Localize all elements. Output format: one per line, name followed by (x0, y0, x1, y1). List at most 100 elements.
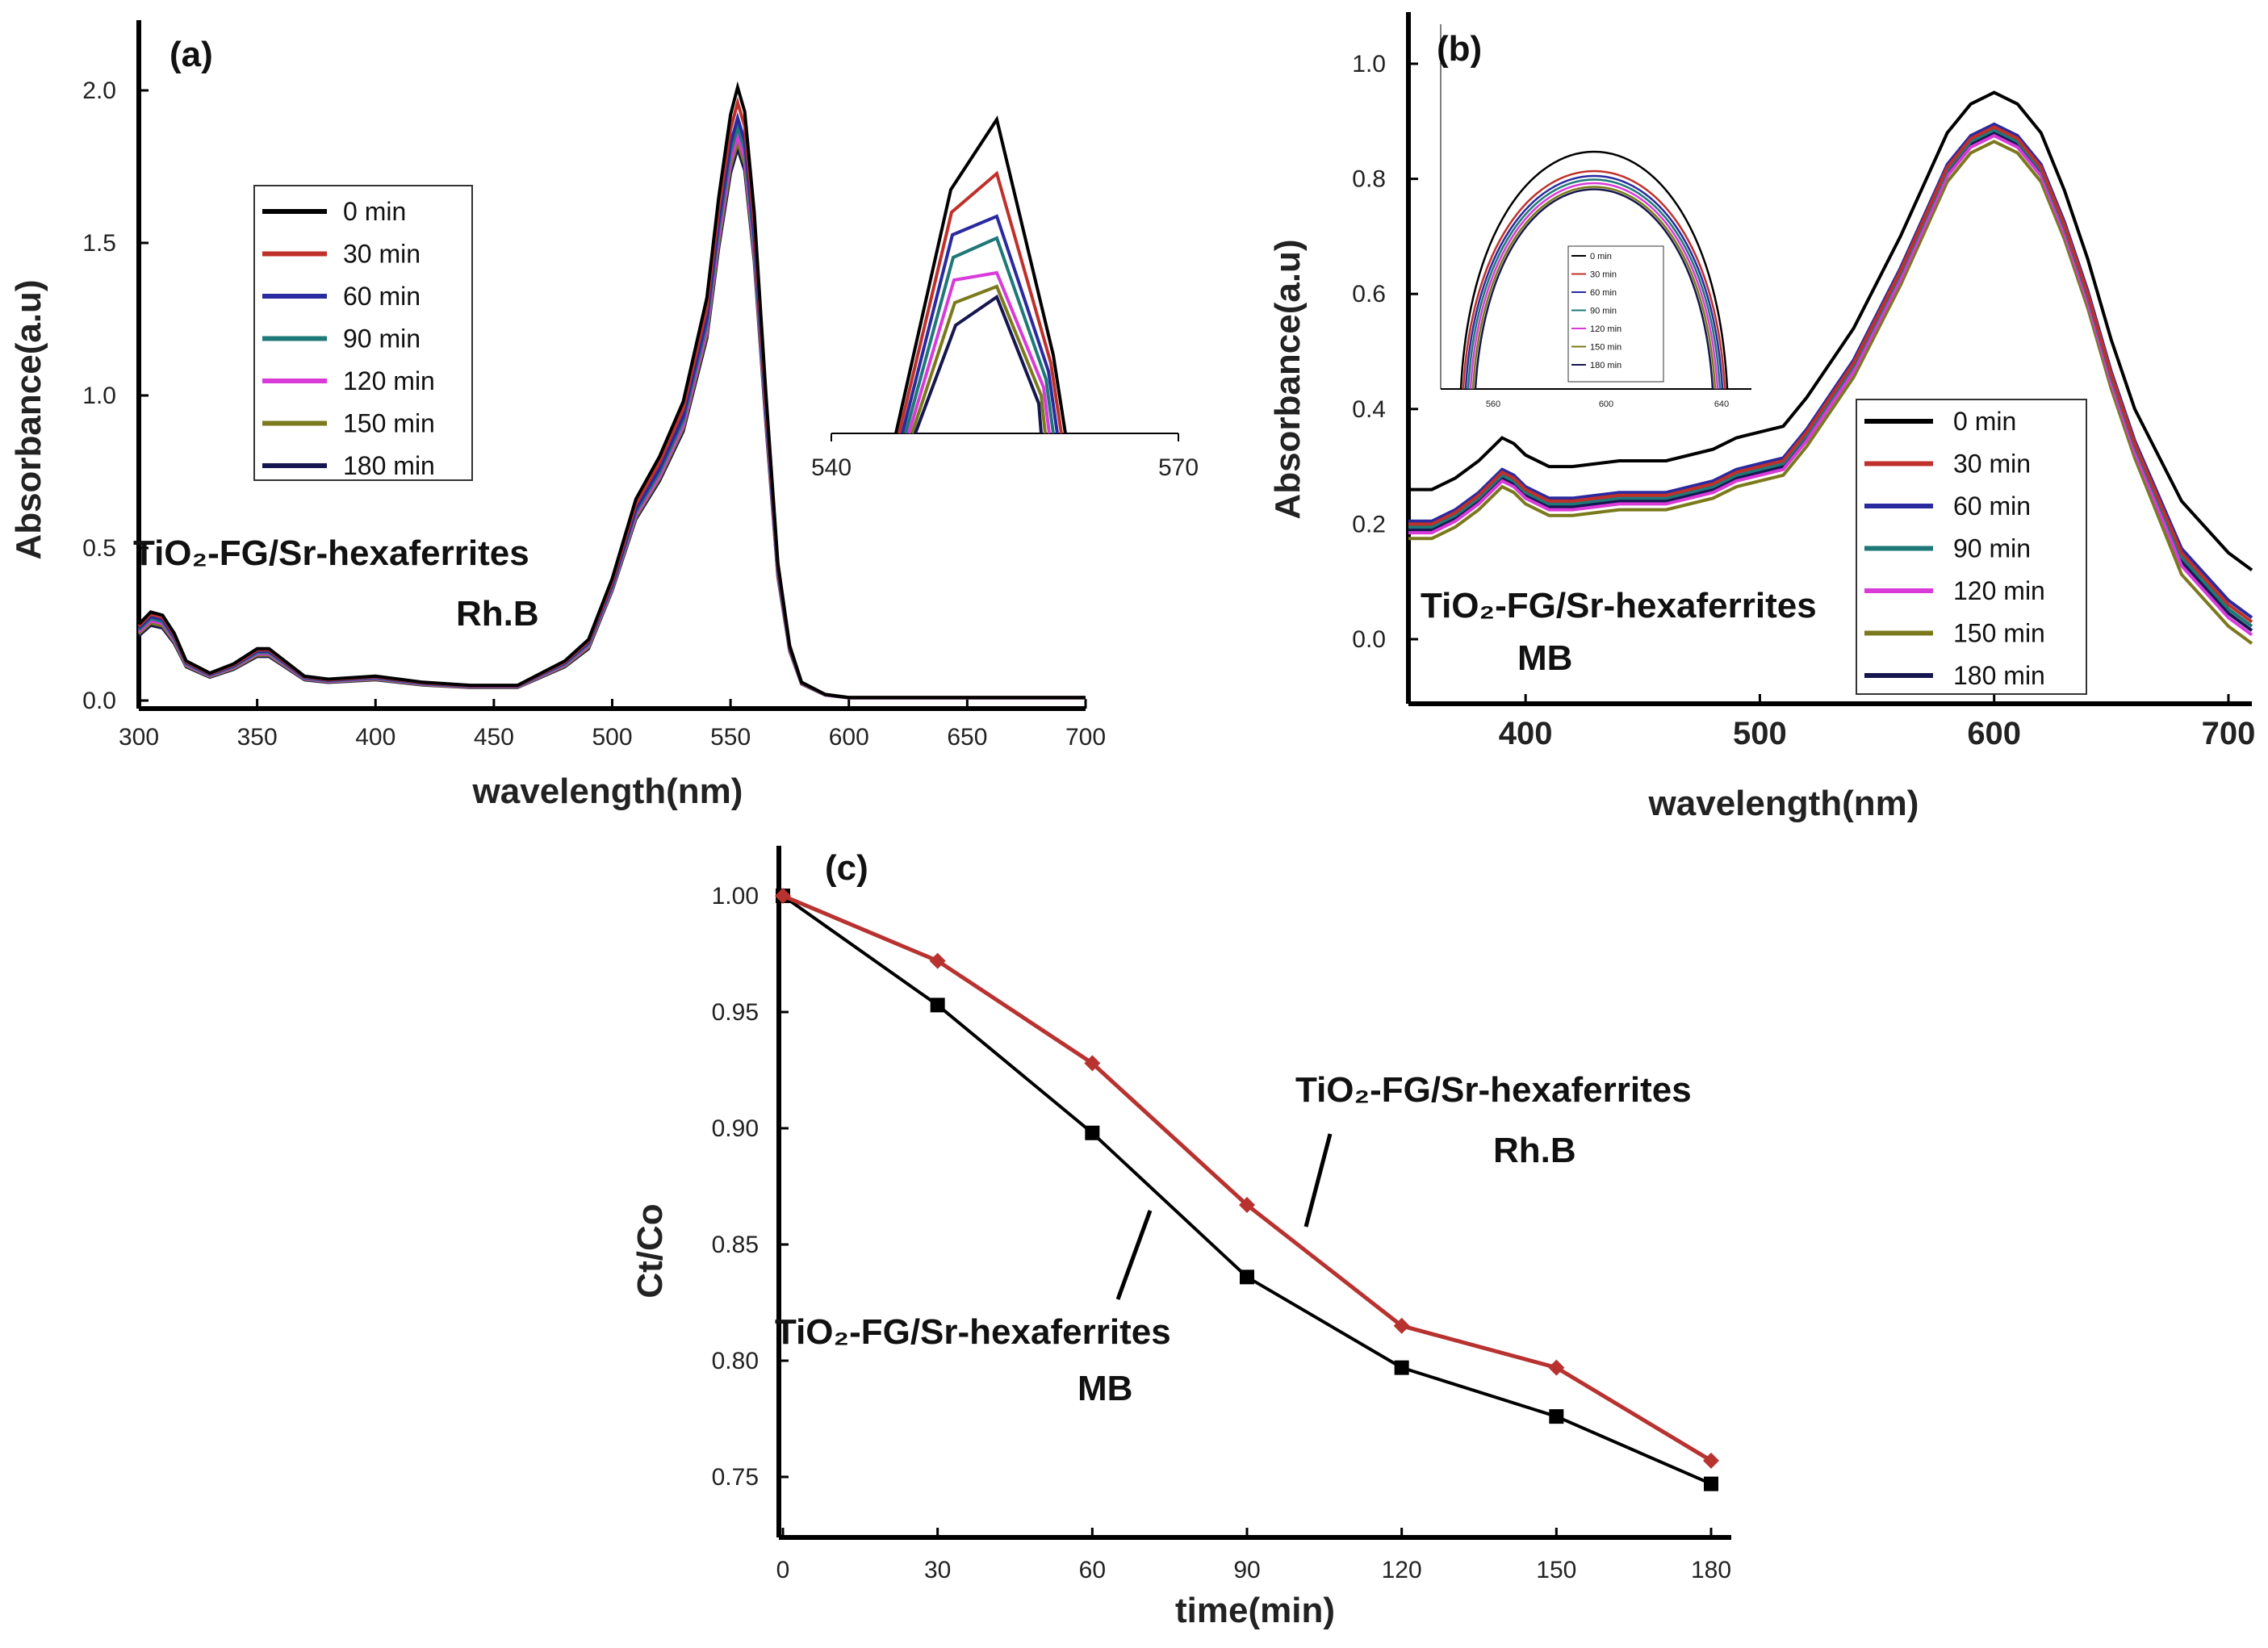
panel-a-x-tick-label: 600 (829, 724, 869, 751)
panel-a-y-tick-label: 0.0 (82, 688, 116, 714)
panel-c-x-tick-label: 0 (776, 1557, 790, 1583)
panel-b-inset: 560 600 640 0 min 30 min 60 min 90 min 120 min 1… (1440, 24, 1751, 409)
panel-c-series (775, 888, 1719, 1491)
panel-c-y-tick-label: 0.80 (712, 1348, 759, 1374)
panel-a-y-tick-label: 2.0 (82, 77, 116, 104)
panel-a-inset-series-line (907, 270, 1051, 434)
panel-a-legend-label: 150 min (343, 409, 435, 438)
panel-b-y-tick-label: 0.4 (1352, 396, 1386, 423)
panel-b-inset-legend-label: 0 min (1590, 252, 1612, 261)
panel-b-inset-legend-label: 150 min (1590, 343, 1621, 353)
panel-c-data-point (1393, 1317, 1410, 1334)
panel-b-inset-tick-label: 640 (1714, 399, 1729, 409)
panel-b-inset-tick-label: 600 (1599, 399, 1613, 409)
panel-a-legend-box (253, 185, 473, 481)
panel-a-inset-series-line (910, 284, 1047, 434)
panel-a-x-tick-label: 700 (1065, 724, 1106, 751)
panel-c-data-point (1548, 1359, 1565, 1376)
panel-c-label: (c) (825, 848, 868, 888)
panel-b-legend-label: 60 min (1953, 491, 2031, 521)
panel-a-x-tick-label: 550 (710, 724, 751, 751)
panel-a-legend-label: 120 min (343, 366, 435, 395)
panel-a-label: (a) (169, 35, 213, 74)
panel-c-data-point (1704, 1476, 1718, 1491)
panel-b-x-label: wavelength(nm) (1648, 784, 1919, 823)
panel-c-y-tick-label: 0.75 (712, 1464, 759, 1491)
panel-b-annotation-dye: MB (1517, 638, 1572, 678)
panel-b-x-tick-label: 600 (1967, 716, 2021, 751)
panel-b-y-tick-label: 0.2 (1352, 511, 1386, 537)
panel-c-data-point (775, 888, 791, 904)
panel-a-legend-label: 180 min (343, 451, 435, 480)
panel-a-y-tick-label: 1.0 (82, 383, 116, 409)
panel-b-x-tick-label: 500 (1733, 716, 1787, 751)
panel-c-x-tick-label: 90 (1233, 1557, 1260, 1583)
panel-a-x-ticks: 300 350 400 450 500 550 600 650 700 (119, 699, 1106, 751)
panel-b-legend-label: 120 min (1953, 576, 2045, 605)
panel-c-x-label: time(min) (1175, 1591, 1335, 1630)
panel-c-series-line (781, 894, 1712, 1486)
panel-c-y-tick-label: 1.00 (712, 883, 759, 910)
panel-b-series-line (1408, 90, 2253, 572)
panel-a-y-ticks: 0.0 0.5 1.0 1.5 2.0 (82, 77, 149, 714)
panel-c-x-ticks: 0 30 60 90 120 150 180 (776, 1528, 1731, 1583)
panel-c-data-point (1084, 1055, 1101, 1072)
panel-c-data-point (1240, 1269, 1254, 1285)
panel-b-inset-legend-label: 180 min (1590, 361, 1621, 370)
panel-b-inset-legend-label: 30 min (1590, 270, 1617, 280)
panel-a-y-tick-label: 1.5 (82, 230, 116, 257)
panel-b-legend: 0 min 30 min 60 min 90 min 120 min 150 min 180… (1856, 399, 2087, 695)
panel-b-series (1408, 90, 2253, 645)
panel-c-annotation-mb-dye: MB (1078, 1369, 1132, 1408)
panel-c-x-tick-label: 30 (924, 1557, 951, 1583)
panel-a-inset-tick-label: 540 (811, 454, 852, 481)
panel-a-x-tick-label: 650 (947, 724, 987, 751)
panel-b-legend-label: 150 min (1953, 619, 2045, 648)
panel-b-legend-label: 30 min (1953, 450, 2031, 479)
panel-c-x-tick-label: 60 (1079, 1557, 1106, 1583)
panel-a-inset-series-line (904, 236, 1055, 434)
panel-c-annotation-mb-material: TiO₂-FG/Sr-hexaferrites (775, 1312, 1171, 1352)
panel-c-data-point (1703, 1452, 1719, 1469)
panel-a-legend-label: 90 min (343, 324, 421, 353)
panel-a-inset-series-line (914, 294, 1043, 434)
panel-b-legend-label: 180 min (1953, 661, 2045, 690)
panel-a-legend-label: 0 min (343, 197, 406, 226)
panel-a-inset-tick-label: 570 (1158, 454, 1199, 481)
panel-a-x-tick-label: 300 (119, 724, 159, 751)
panel-c-data-point (930, 998, 945, 1013)
panel-c-data-point (1239, 1197, 1255, 1214)
panel-c-axes (776, 846, 1731, 1540)
panel-b-series-line (1408, 122, 2253, 619)
panel-a-y-label: Absorbance(a.u) (9, 279, 48, 559)
panel-b: (b) 0.0 0.2 0.4 0.6 0.8 1.0 400 500 600 700 wave… (1268, 12, 2255, 823)
panel-a-annotation-material: TiO₂-FG/Sr-hexaferrites (133, 533, 529, 573)
panel-b-inset-legend-label: 60 min (1590, 288, 1617, 298)
panel-a-x-tick-label: 450 (474, 724, 514, 751)
panel-a-legend: 0 min 30 min 60 min 90 min 120 min 150 min 180… (253, 185, 473, 481)
panel-b-y-tick-label: 0.0 (1352, 626, 1386, 653)
panel-b-inset-series-line (1464, 174, 1724, 390)
panel-b-series-line (1408, 125, 2253, 624)
panel-a-y-tick-label: 0.5 (82, 535, 116, 562)
panel-b-y-tick-label: 0.6 (1352, 281, 1386, 307)
panel-c-y-tick-label: 0.85 (712, 1232, 759, 1258)
panel-b-x-ticks: 400 500 600 700 (1499, 694, 2255, 751)
panel-c-y-ticks: 0.75 0.80 0.85 0.90 0.95 1.00 (712, 883, 789, 1491)
panel-b-label: (b) (1437, 29, 1482, 69)
panel-a-legend-label: 60 min (343, 282, 421, 311)
panel-b-inset-legend-label: 90 min (1590, 307, 1617, 316)
panel-b-annotation-material: TiO₂-FG/Sr-hexaferrites (1421, 586, 1817, 625)
panel-c-pointer-rhb (1303, 1133, 1333, 1228)
panel-b-inset-series-line (1459, 151, 1729, 390)
panel-b-y-label: Absorbance(a.u) (1268, 239, 1308, 519)
panel-a-x-label: wavelength(nm) (472, 772, 743, 811)
panel-b-axes (1406, 12, 2252, 706)
panel-b-inset-series-line (1469, 182, 1719, 390)
panel-b-legend-label: 0 min (1953, 407, 2016, 436)
panel-a-annotation-dye: Rh.B (456, 594, 539, 634)
panel-a-x-tick-label: 400 (355, 724, 395, 751)
panel-b-inset-series-line (1467, 178, 1722, 390)
panel-a-inset-series-line (901, 214, 1059, 434)
